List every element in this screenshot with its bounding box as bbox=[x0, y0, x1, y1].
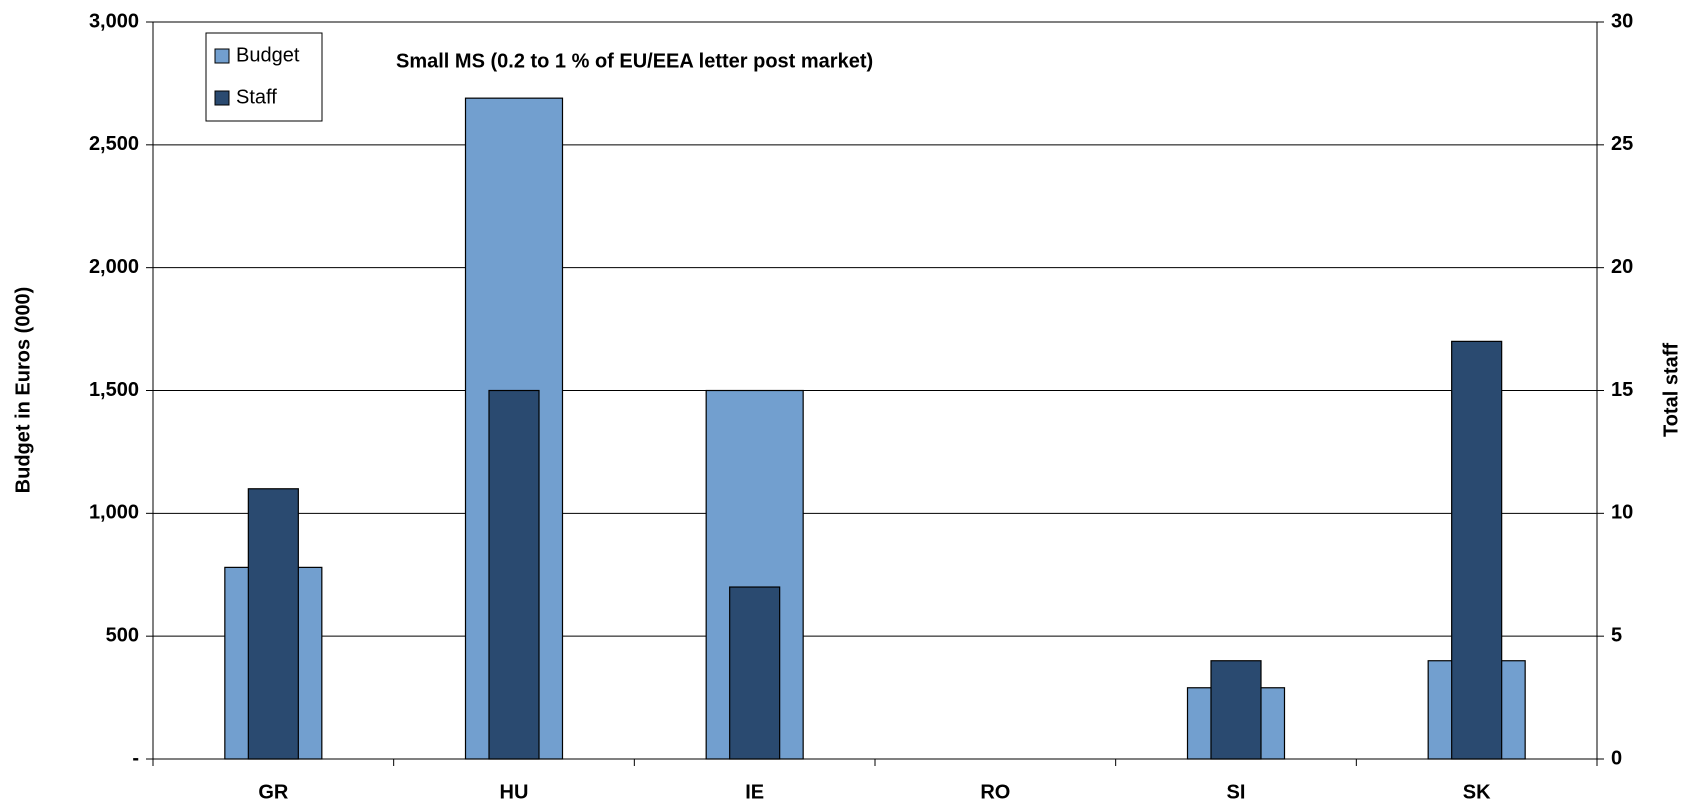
y-axis-label: Budget in Euros (000) bbox=[12, 287, 34, 494]
chart-title: Small MS (0.2 to 1 % of EU/EEA letter po… bbox=[396, 50, 873, 72]
legend-swatch bbox=[214, 90, 230, 106]
legend-swatch bbox=[214, 48, 230, 64]
y2-tick-label: 25 bbox=[1611, 133, 1633, 155]
y2-tick-label: 5 bbox=[1611, 624, 1622, 646]
y-tick-label: 1,000 bbox=[89, 502, 139, 524]
bar bbox=[488, 389, 540, 760]
y2-tick-label: 15 bbox=[1611, 379, 1633, 401]
y2-axis-label: Total staff bbox=[1660, 343, 1682, 437]
x-tick-label: HU bbox=[500, 781, 529, 803]
y-tick-label: 2,500 bbox=[89, 133, 139, 155]
x-tick-label: GR bbox=[258, 781, 289, 803]
y-tick-label: 500 bbox=[106, 624, 139, 646]
bar bbox=[729, 586, 781, 760]
legend-label: Staff bbox=[236, 86, 277, 108]
legend-label: Budget bbox=[236, 44, 300, 66]
bar bbox=[1451, 340, 1503, 760]
y-tick-label: 1,500 bbox=[89, 379, 139, 401]
y2-tick-label: 30 bbox=[1611, 10, 1633, 32]
y-tick-label: 2,000 bbox=[89, 256, 139, 278]
y2-tick-label: 20 bbox=[1611, 256, 1633, 278]
legend-box bbox=[205, 32, 323, 122]
y-tick-label: - bbox=[132, 747, 139, 769]
bar bbox=[247, 488, 299, 760]
y-tick-label: 3,000 bbox=[89, 10, 139, 32]
y2-tick-label: 10 bbox=[1611, 502, 1633, 524]
x-tick-label: SK bbox=[1463, 781, 1491, 803]
x-tick-label: RO bbox=[980, 781, 1010, 803]
bar bbox=[1210, 660, 1262, 760]
x-tick-label: SI bbox=[1227, 781, 1246, 803]
y2-tick-label: 0 bbox=[1611, 747, 1622, 769]
x-tick-label: IE bbox=[745, 781, 764, 803]
